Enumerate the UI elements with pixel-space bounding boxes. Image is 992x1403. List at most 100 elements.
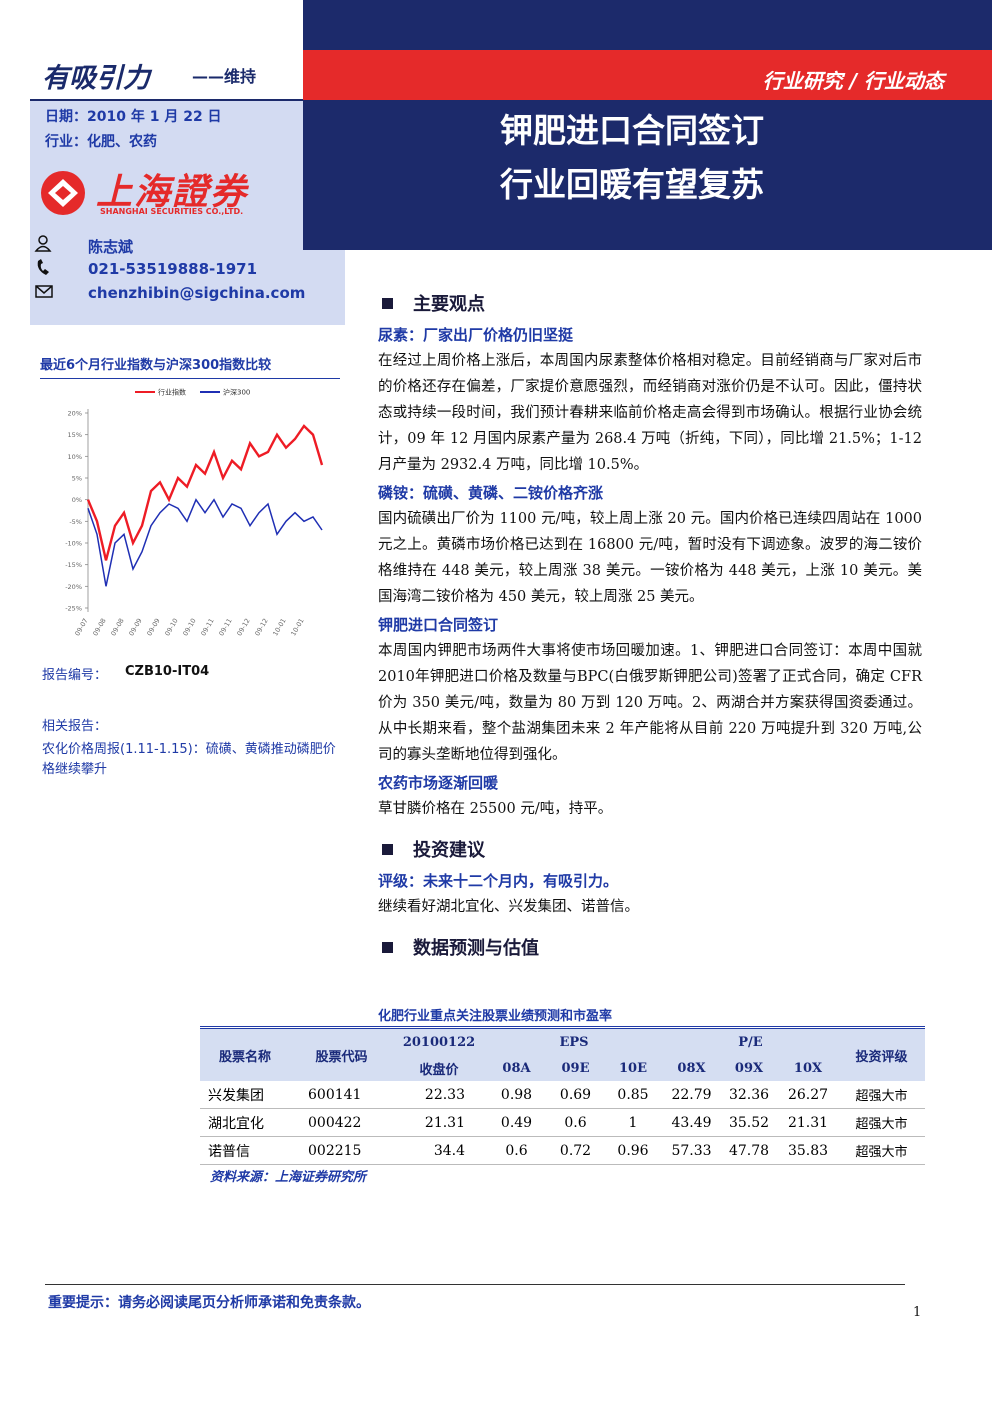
logo-english: SHANGHAI SECURITIES CO.,LTD. [100,207,244,216]
x-tick-label: 09-12 [235,617,251,637]
table-cell: 0.6 [548,1108,603,1137]
table-cell: 43.49 [663,1108,720,1137]
contact-icons [34,235,53,298]
y-tick-label: -5% [69,518,82,526]
paragraph: 在经过上周价格上涨后，本周国内尿素整体价格相对稳定。目前经销商与厂家对后市的价格… [378,353,922,473]
section-heading: 主要观点 [378,290,922,316]
rating-note: ——维持 [192,67,257,86]
title-line: 行业回暖有望复苏 [500,165,764,204]
x-tick-label: 09-08 [91,617,107,637]
table-cell: 0.96 [603,1136,663,1165]
section-heading: 投资建议 [378,836,922,862]
table-cell: 600141 [290,1081,393,1109]
paragraph: 本周国内钾肥市场两件大事将使市场回暖加速。1、钾肥进口合同签订：本周中国就201… [378,643,922,763]
table-cell: 0.49 [485,1108,548,1137]
x-tick-label: 09-07 [73,617,89,637]
logo-name: 上海證券 [96,171,249,213]
y-tick-label: 0% [72,496,82,504]
table-header: EPS [485,1029,663,1055]
rule [40,378,340,379]
title-band [303,0,992,250]
footer-notice: 重要提示：请务必阅读尾页分析师承诺和免责条款。 [48,1295,370,1311]
table-cell: 超强大市 [838,1081,925,1109]
table-wrap: 股票名称 股票代码 20100122 EPS P/E 投资评级 收盘价 08A 09… [200,1026,925,1165]
table-header: 10X [778,1055,838,1081]
analyst-name: 陈志斌 [88,238,134,256]
mail-icon [35,285,53,298]
paragraph: 草甘膦价格在 25500 元/吨，持平。 [378,801,613,817]
x-tick-label: 09-11 [217,617,233,637]
subheading: 磷铵：硫磺、黄磷、二铵价格齐涨 [378,484,604,502]
table-cell: 超强大市 [838,1136,925,1165]
chart-title: 最近6个月行业指数与沪深300指数比较 [40,358,272,373]
category: 行业研究 / 行业动态 [762,69,944,93]
bullet [382,941,393,953]
table-cell: 35.52 [720,1108,778,1137]
table-cell: 47.78 [720,1136,778,1165]
x-tick-label: 10-01 [289,617,305,637]
x-tick-label: 09-09 [127,617,143,637]
logo [41,171,85,215]
legend-label: 沪深300 [223,388,250,397]
report-no: CZB10-IT04 [125,664,210,679]
table-row: 诺普信 002215 34.4 0.6 0.72 0.96 57.33 47.78 35.83 超… [200,1136,925,1165]
table-header: 股票名称 [200,1029,290,1081]
table-header: 投资评级 [838,1029,925,1081]
table-cell: 26.27 [778,1081,838,1109]
y-tick-label: 15% [68,431,82,439]
heading-text: 投资建议 [413,840,485,861]
table-cell: 超强大市 [838,1108,925,1137]
chart: 20%15%10%5%0%-5%-10%-15%-20%-25%09-07 09-… [65,388,324,637]
y-tick-label: 20% [68,410,82,418]
table-cell: 0.85 [603,1081,663,1109]
table-cell: 21.31 [393,1108,485,1137]
table-header: 10E [603,1055,663,1081]
table-cell: 21.31 [778,1108,838,1137]
info-panel [30,100,345,325]
rule [30,99,303,101]
table-cell: 35.83 [778,1136,838,1165]
y-tick-label: -10% [65,540,82,548]
y-tick-label: 5% [72,475,82,483]
table-cell: 22.33 [393,1081,485,1109]
table-header: 股票代码 [290,1029,393,1081]
x-tick-label: 09-08 [109,617,125,637]
industry: 行业：化肥、农药 [45,134,157,150]
table-cell: 0.72 [548,1136,603,1165]
table-cell: 诺普信 [200,1136,290,1165]
heading-text: 主要观点 [413,294,485,315]
table-cell: 002215 [290,1136,393,1165]
table-header: P/E [663,1029,838,1055]
table-row: 湖北宜化 000422 21.31 0.49 0.6 1 43.49 35.52 21.31 超强… [200,1108,925,1137]
table-cell: 1 [603,1108,663,1137]
table-caption: 化肥行业重点关注股票业绩预测和市盈率 [378,1009,613,1024]
table-row: 兴发集团 600141 22.33 0.98 0.69 0.85 22.79 32.36 26.… [200,1081,925,1109]
x-tick-label: 09-09 [145,617,161,637]
phone-icon [37,259,49,275]
title-line: 钾肥进口合同签订 [500,111,764,150]
table-cell: 32.36 [720,1081,778,1109]
paragraph: 国内硫磺出厂价为 1100 元/吨，较上周上涨 20 元。国内价格已连续四周站在… [378,511,922,605]
table-cell: 0.6 [485,1136,548,1165]
bullet [382,297,393,309]
table-source: 资料来源：上海证券研究所 [210,1170,367,1185]
paragraph: 继续看好湖北宜化、兴发集团、诺普信。 [378,899,639,915]
heading-text: 数据预测与估值 [413,938,539,959]
body: 主要观点尿素：厂家出厂价格仍旧坚挺在经过上周价格上涨后，本周国内尿素整体价格相对… [378,276,922,966]
footer-rule [45,1284,905,1285]
rating: 有吸引力 [42,63,150,94]
mail-icon [35,285,53,294]
legend-label: 行业指数 [158,388,186,397]
table-cell: 34.4 [393,1136,485,1165]
y-tick-label: -25% [65,605,82,613]
table-cell: 000422 [290,1108,393,1137]
table-cell: 0.98 [485,1081,548,1109]
table-cell: 湖北宜化 [200,1108,290,1137]
subheading: 尿素：厂家出厂价格仍旧坚挺 [378,326,574,344]
x-tick-label: 09-10 [181,617,197,637]
bullet [382,843,393,855]
subheading: 农药市场逐渐回暖 [378,774,499,792]
series-line [87,498,323,587]
table-cell: 兴发集团 [200,1081,290,1109]
